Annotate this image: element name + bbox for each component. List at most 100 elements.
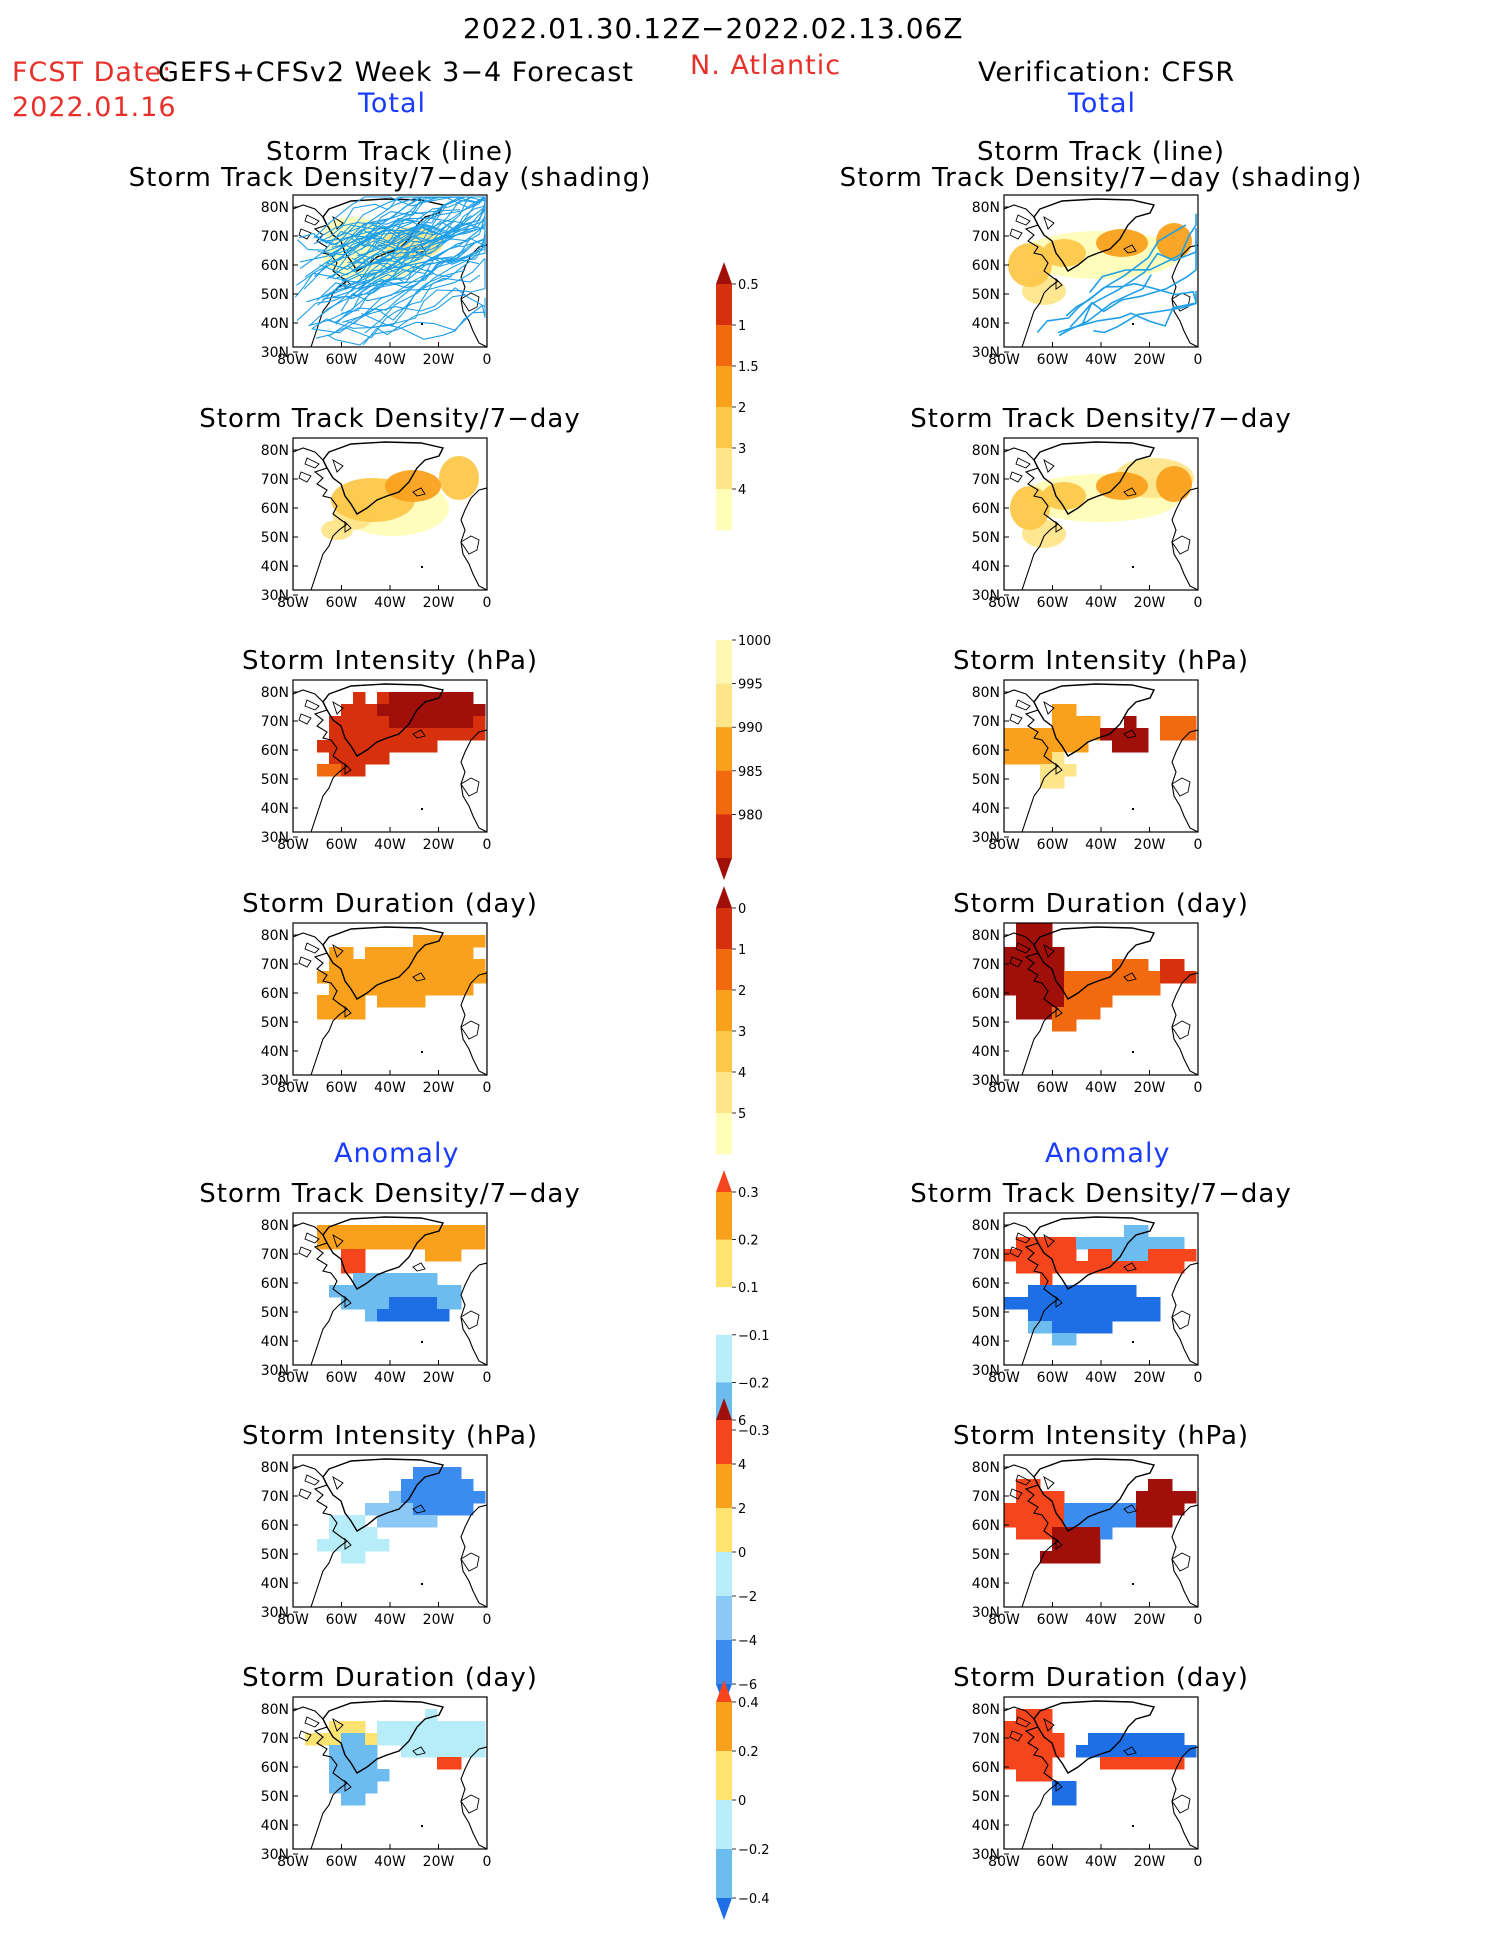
y-tick-label: 40N [972,1334,1000,1350]
colorbar-segment [716,1596,732,1641]
colorbar-segment [716,1031,732,1073]
x-tick-label: 40W [1085,352,1117,368]
y-tick-label: 70N [972,229,1000,245]
storm-track-line [317,245,416,306]
colorbar-label: 0 [738,1794,746,1809]
x-tick-label: 40W [374,1080,406,1096]
panel-title: Storm Duration (day) [242,889,538,919]
y-tick-label: 50N [972,1015,1000,1031]
x-tick-label: 80W [988,1854,1020,1870]
panel-title: Storm Track Density/7−day [199,1179,581,1209]
map-panel-ver-density-anom: 80N 70N 60N 50N 40N 30N 80W 60W 40W 20W 0 [964,1212,1208,1387]
colorbar-label: 3 [738,442,746,457]
x-tick-label: 60W [326,1370,358,1386]
colorbar-label: 0 [738,902,746,917]
x-tick-label: 60W [1037,352,1069,368]
storm-track-line [360,297,486,340]
y-tick-label: 70N [261,472,289,488]
map-panel-fcst-density: 80N 70N 60N 50N 40N 30N 80W 60W 40W 20W 0 [253,437,497,612]
colorbar-label: 0 [738,1546,746,1561]
y-tick-label: 70N [972,1247,1000,1263]
y-tick-label: 40N [972,1818,1000,1834]
colorbar-cap [716,886,732,908]
colorbar-segment [716,683,732,728]
x-tick-label: 20W [1134,1080,1166,1096]
colorbar-label: 4 [738,1066,746,1081]
x-tick-label: 40W [1085,1370,1117,1386]
colorbar-label: −2 [738,1590,757,1605]
colorbar-label: −4 [738,1634,757,1649]
colorbar-label: 0.5 [738,278,759,293]
x-tick-label: 20W [1134,352,1166,368]
y-tick-label: 40N [972,1576,1000,1592]
x-tick-label: 60W [1037,1612,1069,1628]
panel-title: Storm Duration (day) [953,1663,1249,1693]
x-tick-label: 0 [1194,352,1203,368]
y-tick-label: 50N [972,530,1000,546]
colorbar-segment [716,284,732,326]
y-tick-label: 60N [261,743,289,759]
storm-track-line [1093,290,1197,334]
y-tick-label: 60N [261,1518,289,1534]
storm-track-line [313,196,452,245]
x-tick-label: 80W [988,837,1020,853]
storm-track-line [1081,228,1197,325]
storm-track-line [336,196,486,271]
storm-track-line [360,196,486,251]
y-tick-label: 80N [261,1460,289,1476]
x-tick-label: 60W [326,352,358,368]
y-tick-label: 40N [261,1576,289,1592]
x-tick-label: 0 [483,595,492,611]
colorbar-segment [716,407,732,449]
colorbar-label: 0.2 [738,1745,759,1760]
y-tick-label: 60N [972,1276,1000,1292]
colorbar-segment [716,1287,732,1336]
map-panel-ver-intensity-anom: 80N 70N 60N 50N 40N 30N 80W 60W 40W 20W 0 [964,1454,1208,1629]
y-tick-label: 70N [972,1731,1000,1747]
panel-title: Storm Track Density/7−day (shading) [128,163,652,193]
y-tick-label: 50N [261,287,289,303]
x-tick-label: 80W [277,352,309,368]
y-tick-label: 40N [972,316,1000,332]
colorbar-cap [716,858,732,880]
storm-track-line [298,224,394,244]
x-tick-label: 20W [1134,837,1166,853]
y-tick-label: 50N [261,1015,289,1031]
storm-track-line [352,257,486,325]
map-panel-ver-track: 80N 70N 60N 50N 40N 30N 80W 60W 40W 20W 0 [964,194,1208,369]
colorbar-label: 980 [738,808,763,823]
y-tick-label: 80N [972,1218,1000,1234]
y-tick-label: 50N [972,1547,1000,1563]
panel-title: Storm Track Density/7−day [910,1179,1292,1209]
colorbar-segment [716,1849,732,1899]
period-title: 2022.01.30.12Z−2022.02.13.06Z [463,12,964,45]
map-panel-fcst-duration: 80N 70N 60N 50N 40N 30N 80W 60W 40W 20W 0 [253,922,497,1097]
y-tick-label: 40N [261,559,289,575]
y-tick-label: 70N [261,1489,289,1505]
map-panel-ver-density: 80N 70N 60N 50N 40N 30N 80W 60W 40W 20W 0 [964,437,1208,612]
storm-track-line [329,217,455,295]
y-tick-label: 30N [972,1073,1000,1089]
y-tick-label: 40N [261,1334,289,1350]
x-tick-label: 20W [423,1080,455,1096]
colorbar-label: −0.2 [738,1376,770,1391]
x-tick-label: 40W [1085,1854,1117,1870]
y-tick-label: 70N [261,1731,289,1747]
y-tick-label: 80N [261,1702,289,1718]
storm-track-line [294,220,486,298]
storm-track-line [324,197,486,266]
x-tick-label: 80W [277,1080,309,1096]
x-tick-label: 60W [326,1080,358,1096]
y-tick-label: 60N [261,1276,289,1292]
y-tick-label: 30N [972,1605,1000,1621]
colorbar-label: 0.1 [738,1281,759,1296]
colorbar-label: −0.2 [738,1843,770,1858]
storm-track-line [1058,274,1152,337]
